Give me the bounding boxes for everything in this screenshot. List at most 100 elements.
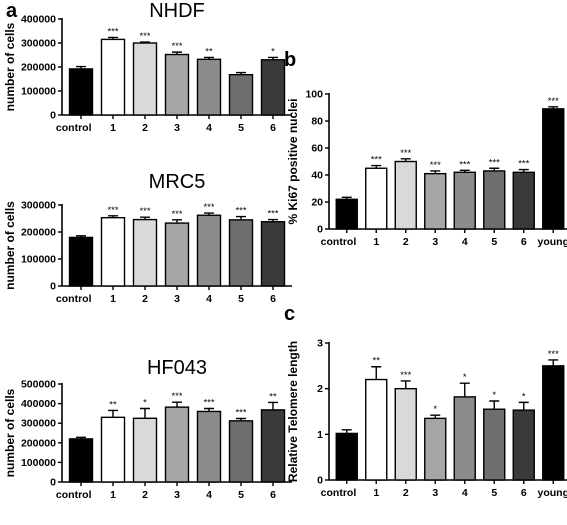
bar-2 <box>394 387 417 481</box>
x-tick-label: 2 <box>142 293 148 305</box>
y-tick-label: 80 <box>311 116 323 128</box>
x-tick-label: 6 <box>521 236 527 248</box>
x-tick-label: control <box>321 487 357 499</box>
bar-1 <box>100 38 126 116</box>
error-bar <box>172 51 182 55</box>
y-tick-label: 500000 <box>21 379 56 391</box>
chart-title: MRC5 <box>149 171 206 193</box>
error-bar <box>204 407 214 412</box>
y-tick-label: 0 <box>50 477 56 489</box>
error-bar <box>204 56 214 60</box>
bar-6 <box>260 221 286 287</box>
chart-title: NHDF <box>149 0 205 22</box>
bar-3 <box>164 222 190 287</box>
significance-label: *** <box>400 370 411 381</box>
bar-3 <box>424 172 447 230</box>
error-bar <box>341 196 352 200</box>
y-tick-label: 100 <box>305 89 323 101</box>
panel-label-a: a <box>6 0 18 22</box>
error-bar <box>518 168 529 173</box>
y-tick-label: 20 <box>311 197 323 209</box>
x-tick-label: 3 <box>174 489 180 501</box>
error-bar <box>548 106 559 109</box>
bar-1 <box>365 167 388 230</box>
y-tick-label: 100000 <box>21 86 56 98</box>
significance-label: *** <box>171 391 182 402</box>
bar-young <box>542 365 565 481</box>
bar-5 <box>228 420 254 483</box>
x-tick-label: control <box>56 293 92 305</box>
significance-label: ** <box>205 46 213 57</box>
y-tick-label: 40 <box>311 170 323 182</box>
error-bar <box>108 409 118 418</box>
x-tick-label: 1 <box>373 236 379 248</box>
error-bar <box>204 212 214 216</box>
significance-label: *** <box>139 206 150 217</box>
x-tick-label: 3 <box>432 236 438 248</box>
significance-label: *** <box>171 41 182 52</box>
significance-label: *** <box>459 159 470 170</box>
x-tick-label: 4 <box>206 122 212 134</box>
x-tick-label: young <box>538 236 567 248</box>
significance-label: ** <box>109 399 117 410</box>
error-bar <box>430 414 441 419</box>
error-bar <box>236 215 246 220</box>
x-tick-label: 2 <box>403 487 409 499</box>
x-tick-label: 2 <box>142 122 148 134</box>
bar-6 <box>512 409 535 481</box>
significance-label: * <box>463 372 467 383</box>
x-tick-label: 3 <box>432 487 438 499</box>
error-bar <box>459 382 470 397</box>
y-tick-label: 60 <box>311 143 323 155</box>
error-bar <box>341 429 352 434</box>
y-tick-label: 400000 <box>21 14 56 26</box>
bar-2 <box>132 417 158 483</box>
bar-4 <box>196 214 222 287</box>
chart-nhdf: NHDF number of cells 0 100000 200000 300000 40… <box>3 0 292 134</box>
chart-ki67: % Ki67 positive nuclei 0 20 40 60 80 100 contro… <box>286 89 567 248</box>
significance-label: *** <box>518 159 529 170</box>
error-bar <box>430 170 441 174</box>
x-tick-label: 5 <box>491 487 497 499</box>
significance-label: *** <box>139 31 150 42</box>
x-tick-label: 1 <box>110 122 116 134</box>
y-tick-label: 400000 <box>21 398 56 410</box>
significance-label: *** <box>235 407 246 418</box>
significance-label: *** <box>548 96 559 107</box>
significance-label: * <box>143 398 147 409</box>
error-bar <box>371 366 382 380</box>
y-tick-label: 1 <box>317 429 323 441</box>
bar-young <box>542 108 565 230</box>
y-axis-label: number of cells <box>3 388 17 477</box>
significance-label: * <box>492 390 496 401</box>
y-axis-label: % Ki67 positive nuclei <box>286 98 300 224</box>
significance-label: *** <box>203 398 214 409</box>
significance-label: *** <box>371 155 382 166</box>
x-tick-label: 1 <box>373 487 379 499</box>
x-tick-label: control <box>56 122 92 134</box>
significance-label: *** <box>235 206 246 217</box>
bar-control <box>68 438 94 483</box>
error-bar <box>140 407 150 419</box>
significance-label: *** <box>267 209 278 220</box>
bar-6 <box>260 409 286 483</box>
bar-1 <box>100 416 126 483</box>
error-bar <box>172 401 182 408</box>
error-bar <box>236 417 246 421</box>
x-tick-label: 4 <box>206 293 212 305</box>
error-bar <box>140 216 150 220</box>
x-tick-label: 6 <box>270 489 276 501</box>
error-bar <box>140 41 150 43</box>
error-bar <box>76 436 86 439</box>
y-tick-label: 0 <box>50 281 56 293</box>
panel-label-c: c <box>284 303 295 325</box>
x-tick-label: 6 <box>521 487 527 499</box>
y-tick-label: 300000 <box>21 418 56 430</box>
x-tick-label: 2 <box>403 236 409 248</box>
bar-1 <box>365 378 388 481</box>
error-bar <box>459 169 470 173</box>
bar-4 <box>453 396 476 481</box>
error-bar <box>172 219 182 224</box>
error-bar <box>268 218 278 222</box>
